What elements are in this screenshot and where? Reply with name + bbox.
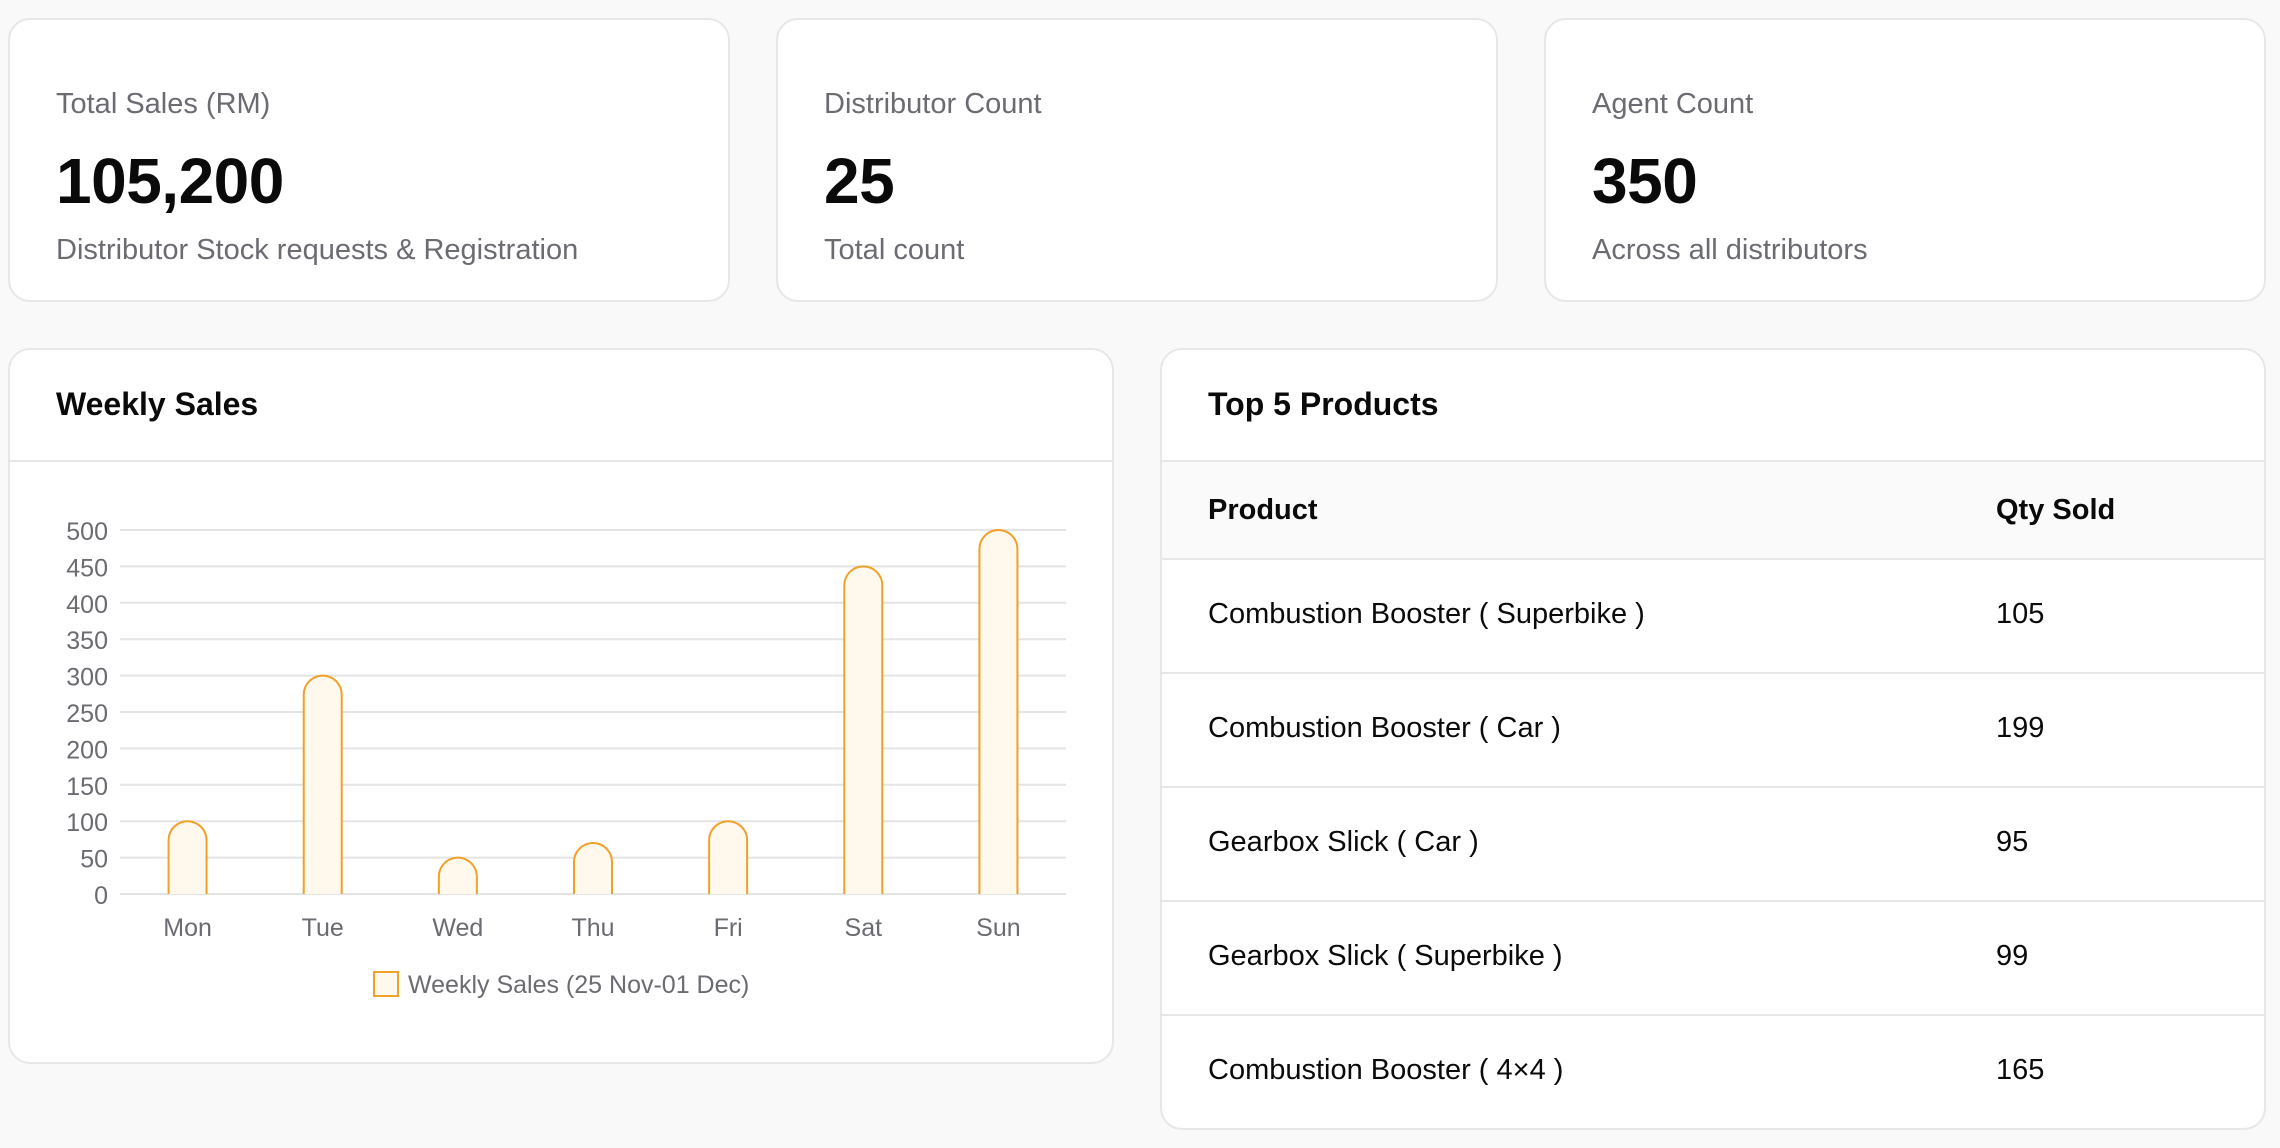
- table-row: Combustion Booster ( Superbike ) 105: [1162, 560, 2264, 672]
- stat-value: 105,200: [56, 145, 284, 217]
- legend-swatch: [373, 971, 399, 997]
- y-tick-label: 350: [66, 627, 108, 655]
- x-tick-label: Mon: [163, 914, 212, 942]
- table-header-row: Product Qty Sold: [1162, 462, 2264, 558]
- product-name: Gearbox Slick ( Superbike ): [1208, 940, 1563, 972]
- stat-subtitle: Distributor Stock requests & Registratio…: [56, 234, 579, 266]
- qty-sold: 95: [1996, 826, 2029, 858]
- product-name: Gearbox Slick ( Car ): [1208, 826, 1479, 858]
- y-tick-label: 0: [94, 882, 108, 910]
- card-header-divider: [1162, 460, 2264, 462]
- card-header-divider: [10, 460, 1112, 462]
- x-tick-label: Fri: [714, 914, 743, 942]
- table-row: Gearbox Slick ( Car ) 95: [1162, 788, 2264, 900]
- stat-subtitle: Across all distributors: [1592, 234, 1868, 266]
- weekly-sales-chart: 0 50 100 150 200 250 300 350 400 450 500 Mon Tue Wed T…: [66, 518, 1066, 999]
- y-tick-label: 500: [66, 518, 108, 546]
- product-name: Combustion Booster ( 4×4 ): [1208, 1054, 1564, 1086]
- product-name: Combustion Booster ( Superbike ): [1208, 598, 1645, 630]
- qty-sold: 199: [1996, 712, 2045, 744]
- stat-value: 350: [1592, 145, 1698, 217]
- x-tick-label: Wed: [432, 914, 483, 942]
- y-tick-label: 150: [66, 773, 108, 801]
- qty-sold: 105: [1996, 598, 2045, 630]
- table-divider: [1162, 558, 2264, 560]
- y-tick-label: 50: [80, 846, 108, 874]
- table-divider: [1162, 672, 2264, 674]
- x-tick-label: Tue: [302, 914, 344, 942]
- stat-value: 25: [824, 145, 895, 217]
- table-divider: [1162, 786, 2264, 788]
- top-products-title: Top 5 Products: [1208, 386, 1439, 422]
- stat-label: Total Sales (RM): [56, 88, 271, 120]
- x-tick-label: Sat: [845, 914, 883, 942]
- bar: [843, 565, 884, 894]
- bar: [437, 856, 478, 894]
- table-row: Combustion Booster ( Car ) 199: [1162, 674, 2264, 786]
- y-tick-label: 250: [66, 700, 108, 728]
- bar: [573, 842, 613, 894]
- top-products-card: Top 5 Products Product Qty Sold Combusti…: [1160, 348, 2266, 1130]
- column-header-qty-sold: Qty Sold: [1996, 494, 2116, 526]
- bar: [978, 529, 1019, 894]
- table-divider: [1162, 900, 2264, 902]
- qty-sold: 99: [1996, 940, 2029, 972]
- y-tick-label: 300: [66, 664, 108, 692]
- table-divider: [1162, 1014, 2264, 1016]
- y-tick-label: 450: [66, 554, 108, 582]
- qty-sold: 165: [1996, 1054, 2045, 1086]
- stat-label: Distributor Count: [824, 88, 1042, 120]
- stat-card-distributor-count: Distributor Count 25 Total count: [776, 18, 1498, 302]
- y-tick-label: 400: [66, 591, 108, 619]
- table-row: Gearbox Slick ( Superbike ) 99: [1162, 902, 2264, 1014]
- bar: [167, 820, 208, 894]
- bar: [708, 820, 749, 894]
- stat-label: Agent Count: [1592, 88, 1754, 120]
- legend-label: Weekly Sales (25 Nov-01 Dec): [408, 971, 749, 999]
- y-tick-label: 200: [66, 736, 108, 764]
- y-tick-label: 100: [66, 809, 108, 837]
- column-header-product: Product: [1208, 494, 1318, 526]
- weekly-sales-title: Weekly Sales: [56, 386, 259, 422]
- stat-subtitle: Total count: [824, 234, 965, 266]
- product-name: Combustion Booster ( Car ): [1208, 712, 1561, 744]
- stat-card-agent-count: Agent Count 350 Across all distributors: [1544, 18, 2266, 302]
- bar: [302, 674, 343, 894]
- weekly-sales-card: Weekly Sales 0 50 100 150 200 250 300 350 400 450…: [8, 348, 1114, 1064]
- table-row: Combustion Booster ( 4×4 ) 165: [1162, 1016, 2264, 1128]
- stat-card-total-sales: Total Sales (RM) 105,200 Distributor Sto…: [8, 18, 730, 302]
- x-tick-label: Thu: [571, 914, 614, 942]
- x-tick-label: Sun: [976, 914, 1020, 942]
